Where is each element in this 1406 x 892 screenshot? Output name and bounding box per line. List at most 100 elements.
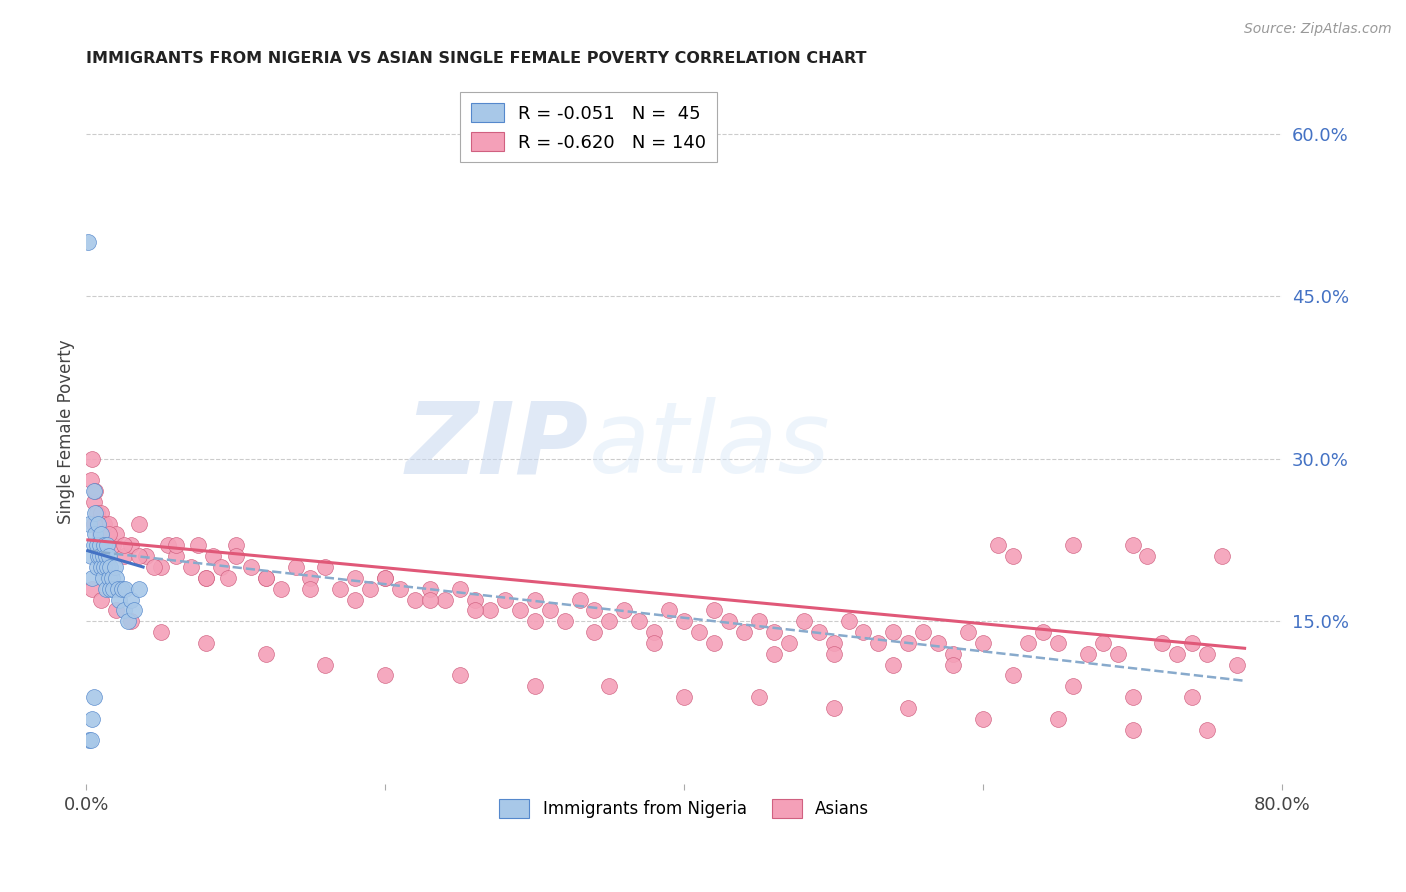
Text: atlas: atlas: [589, 397, 830, 494]
Point: [187, 538, 209, 552]
Point: [598, 679, 620, 693]
Point: [84, 484, 107, 499]
Point: [1001, 549, 1024, 564]
Point: [142, 560, 165, 574]
Point: [583, 603, 606, 617]
Point: [86, 506, 108, 520]
Point: [100, 571, 122, 585]
Point: [1181, 636, 1204, 650]
Point: [1001, 668, 1024, 682]
Point: [180, 560, 202, 574]
Point: [314, 560, 336, 574]
Point: [90, 527, 112, 541]
Point: [927, 636, 949, 650]
Point: [882, 657, 904, 672]
Point: [299, 582, 322, 596]
Point: [658, 603, 681, 617]
Point: [87, 549, 110, 564]
Point: [733, 625, 755, 640]
Point: [793, 614, 815, 628]
Point: [523, 592, 546, 607]
Point: [80, 473, 103, 487]
Point: [1166, 647, 1188, 661]
Point: [114, 582, 136, 596]
Point: [93, 516, 115, 531]
Point: [1032, 625, 1054, 640]
Point: [76, 235, 98, 249]
Point: [942, 647, 965, 661]
Point: [97, 549, 120, 564]
Point: [1046, 712, 1069, 726]
Point: [1136, 549, 1159, 564]
Point: [912, 625, 935, 640]
Point: [344, 592, 367, 607]
Point: [957, 625, 980, 640]
Point: [1121, 538, 1143, 552]
Point: [987, 538, 1010, 552]
Point: [643, 636, 665, 650]
Point: [1017, 636, 1039, 650]
Point: [239, 560, 262, 574]
Point: [329, 582, 352, 596]
Point: [299, 571, 322, 585]
Point: [87, 516, 110, 531]
Point: [86, 538, 108, 552]
Text: Source: ZipAtlas.com: Source: ZipAtlas.com: [1244, 22, 1392, 37]
Point: [419, 592, 441, 607]
Point: [464, 592, 486, 607]
Point: [91, 538, 114, 552]
Point: [77, 516, 100, 531]
Point: [112, 603, 135, 617]
Text: ZIP: ZIP: [405, 397, 589, 494]
Point: [90, 506, 112, 520]
Point: [103, 582, 125, 596]
Point: [583, 625, 606, 640]
Point: [120, 538, 142, 552]
Point: [157, 538, 180, 552]
Point: [404, 592, 426, 607]
Point: [284, 560, 307, 574]
Point: [82, 582, 104, 596]
Point: [897, 636, 920, 650]
Point: [77, 733, 100, 747]
Point: [117, 614, 139, 628]
Legend: Immigrants from Nigeria, Asians: Immigrants from Nigeria, Asians: [492, 793, 876, 825]
Point: [823, 636, 845, 650]
Point: [823, 647, 845, 661]
Point: [105, 527, 128, 541]
Point: [128, 549, 150, 564]
Point: [703, 603, 725, 617]
Point: [96, 538, 118, 552]
Point: [972, 636, 994, 650]
Point: [673, 690, 696, 704]
Point: [1121, 690, 1143, 704]
Point: [882, 625, 904, 640]
Point: [112, 538, 135, 552]
Point: [778, 636, 800, 650]
Point: [90, 592, 112, 607]
Point: [374, 571, 396, 585]
Point: [107, 582, 129, 596]
Point: [254, 647, 277, 661]
Point: [225, 538, 247, 552]
Point: [762, 647, 785, 661]
Point: [93, 560, 115, 574]
Point: [1152, 636, 1174, 650]
Point: [83, 538, 105, 552]
Point: [270, 582, 292, 596]
Point: [389, 582, 412, 596]
Point: [111, 582, 134, 596]
Point: [165, 549, 187, 564]
Point: [643, 625, 665, 640]
Point: [433, 592, 456, 607]
Point: [688, 625, 710, 640]
Point: [1107, 647, 1129, 661]
Point: [82, 712, 104, 726]
Point: [523, 679, 546, 693]
Point: [868, 636, 890, 650]
Text: IMMIGRANTS FROM NIGERIA VS ASIAN SINGLE FEMALE POVERTY CORRELATION CHART: IMMIGRANTS FROM NIGERIA VS ASIAN SINGLE …: [86, 51, 866, 66]
Point: [1121, 723, 1143, 737]
Point: [82, 451, 104, 466]
Point: [523, 614, 546, 628]
Point: [83, 484, 105, 499]
